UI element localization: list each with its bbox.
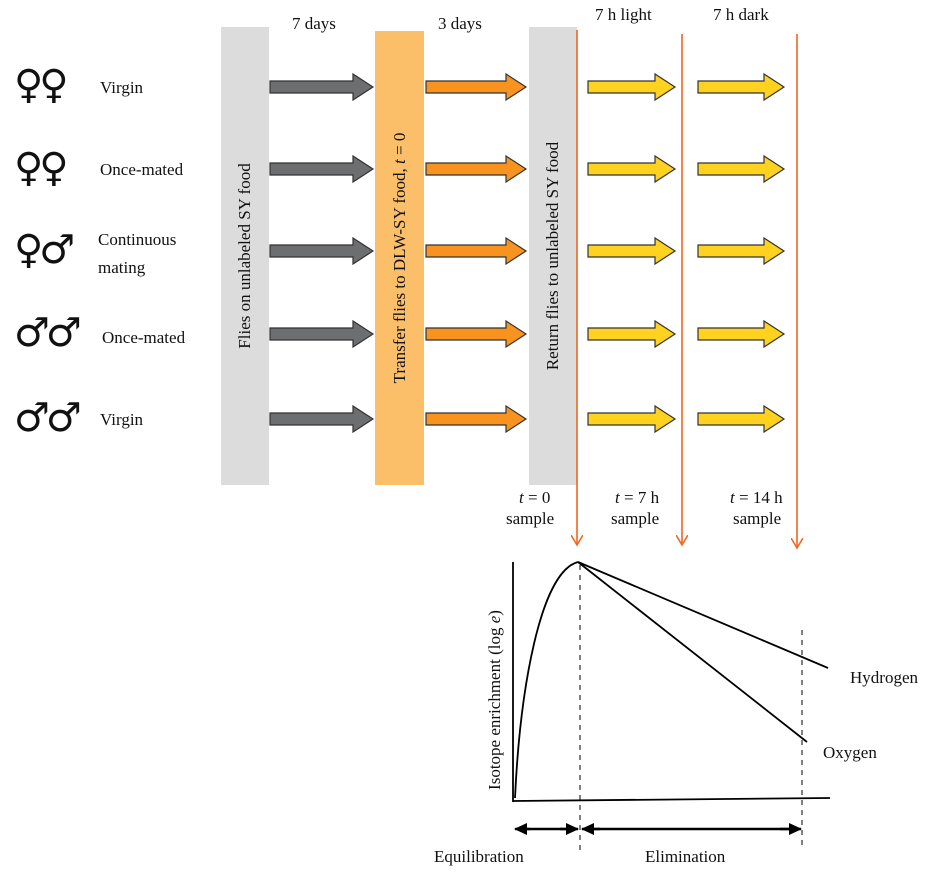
male-male-symbol: ♂♂ xyxy=(14,310,82,356)
phase-label-3-days: 3 days xyxy=(438,14,482,33)
equilibration-label: Equilibration xyxy=(434,847,524,866)
sample-label-t7: sample xyxy=(611,509,660,528)
group-label-continuous: Continuous xyxy=(98,230,177,249)
dlw-arrow-3days xyxy=(425,236,528,266)
phase-label-dark: 7 h dark xyxy=(713,5,769,24)
light-arrow xyxy=(587,72,677,102)
light-arrow xyxy=(587,154,677,184)
dark-arrow xyxy=(697,319,786,349)
male-male-symbol: ♂♂ xyxy=(14,395,82,441)
uptake-curve xyxy=(514,561,579,799)
female-male-symbol: ♀♂ xyxy=(14,227,75,273)
food-arrow-7days xyxy=(269,404,375,434)
dark-arrow xyxy=(697,154,786,184)
phase-label-light: 7 h light xyxy=(595,5,652,24)
group-label-once-mated-males: Once-mated xyxy=(102,328,186,347)
light-arrow xyxy=(587,319,677,349)
dlw-arrow-3days xyxy=(425,404,528,434)
sample-label-t14: sample xyxy=(733,509,782,528)
dlw-food-bar: Transfer flies to DLW-SY food, t = 0 xyxy=(375,31,424,485)
female-female-symbol: ♀♀ xyxy=(14,145,69,191)
graph-y-label: Isotope enrichment (log e) xyxy=(485,610,504,790)
sample-time-t7: t = 7 h xyxy=(615,488,660,507)
dark-arrow xyxy=(697,404,786,434)
food-arrow-7days xyxy=(269,236,375,266)
return-food-bar: Return flies to unlabeled SY food xyxy=(529,27,577,485)
group-label-mating: mating xyxy=(98,258,146,277)
elimination-label: Elimination xyxy=(645,847,726,866)
group-label-virgin-males: Virgin xyxy=(100,410,144,429)
light-arrow xyxy=(587,404,677,434)
phase-label-7-days: 7 days xyxy=(292,14,336,33)
dark-arrow xyxy=(697,72,786,102)
food-arrow-7days xyxy=(269,154,375,184)
graph-x-axis xyxy=(512,797,831,802)
oxygen-label: Oxygen xyxy=(823,743,877,762)
hydrogen-line xyxy=(577,561,829,669)
dlw-arrow-3days xyxy=(425,72,528,102)
hydrogen-label: Hydrogen xyxy=(850,668,918,687)
sample-time-t0: t = 0 xyxy=(519,488,551,507)
food-arrow-7days xyxy=(269,72,375,102)
light-arrow xyxy=(587,236,677,266)
dlw-arrow-3days xyxy=(425,319,528,349)
dlw-arrow-3days xyxy=(425,154,528,184)
food-arrow-7days xyxy=(269,319,375,349)
dark-arrow xyxy=(697,236,786,266)
group-label-once-mated-females: Once-mated xyxy=(100,160,184,179)
sample-time-t14: t = 14 h xyxy=(730,488,783,507)
sample-label-t0: sample xyxy=(506,509,555,528)
female-female-symbol: ♀♀ xyxy=(14,62,69,108)
unlabeled-food-bar: Flies on unlabeled SY food xyxy=(221,27,269,485)
group-label-virgin-females: Virgin xyxy=(100,78,144,97)
oxygen-line xyxy=(577,561,808,743)
